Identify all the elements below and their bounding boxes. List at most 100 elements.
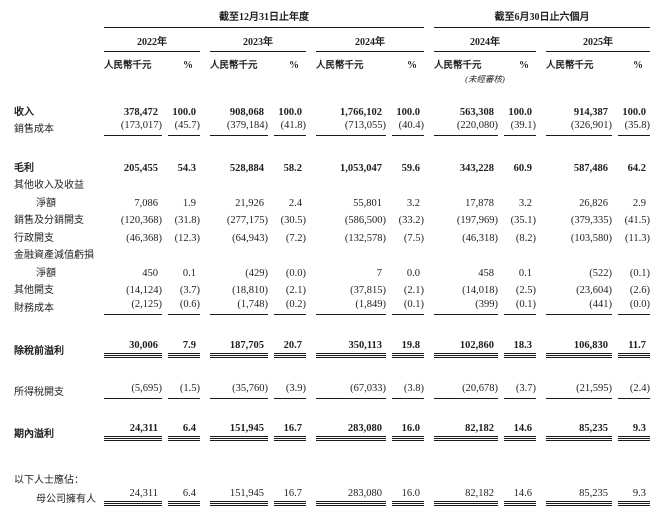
cell-percent: 3.2 (518, 197, 532, 209)
table-row: 以下人士應佔： (14, 469, 660, 487)
row-label: 除稅前溢利 (14, 346, 64, 357)
cell-value: (326,901) (546, 119, 612, 136)
cell-percent: 3.2 (406, 197, 420, 209)
cell-value: 82,182 (434, 487, 498, 506)
table-row: 銷售成本 (173,017) (45.7) (379,184) (41.8) (713,0… (14, 119, 660, 136)
cell-value: (103,580) (570, 232, 612, 244)
cell-percent: 100.0 (622, 106, 646, 118)
cell-percent: 18.3 (504, 339, 536, 358)
cell-percent: 16.0 (392, 487, 424, 506)
cell-percent: (0.6) (168, 298, 200, 315)
cell-value: 283,080 (316, 422, 386, 441)
table-row: 所得稅開支 (5,695) (1.5) (35,760) (3.9) (67,033) (3… (14, 381, 660, 399)
cell-percent: (2.1) (403, 285, 424, 296)
cell-value: (14,018) (462, 285, 498, 296)
cell-percent: (30.5) (280, 215, 306, 226)
cell-value: 55,801 (353, 197, 382, 209)
cell-value: (35,760) (210, 382, 268, 399)
cell-percent: (0.1) (504, 298, 536, 315)
cell-percent: 100.0 (508, 106, 532, 118)
cell-value: (37,815) (350, 285, 386, 296)
percent-label: % (183, 60, 193, 71)
cell-percent: (39.1) (504, 119, 536, 136)
table-row: 金融資產減值虧損 (14, 245, 660, 263)
cell-value: (21,595) (546, 382, 612, 399)
cell-percent: (3.8) (392, 382, 424, 399)
cell-percent: 2.9 (632, 197, 646, 209)
percent-label: % (407, 60, 417, 71)
cell-value: (399) (434, 298, 498, 315)
cell-value: (441) (546, 298, 612, 315)
cell-percent: 16.0 (392, 422, 424, 441)
cell-percent: 100.0 (172, 106, 196, 118)
cell-value: (20,678) (434, 382, 498, 399)
table-row: 收入 378,472 100.0 908,068 100.0 1,766,102 100.0… (14, 101, 660, 119)
table-row: 其他開支 (14,124) (3.7) (18,810) (2.1) (37,815) (2… (14, 280, 660, 298)
cell-value: 102,860 (434, 339, 498, 358)
cell-value: (713,055) (316, 119, 386, 136)
cell-value: 21,926 (235, 197, 264, 209)
cell-percent: 59.6 (401, 162, 420, 174)
cell-value: 908,068 (229, 106, 264, 118)
cell-value: 151,945 (210, 422, 268, 441)
year-header-2022: 2022年 (104, 33, 200, 52)
unit-label: 人民幣千元 (316, 61, 364, 71)
cell-percent: 58.2 (283, 162, 302, 174)
cell-percent: 1.9 (182, 197, 196, 209)
cell-percent: (41.8) (274, 119, 306, 136)
period-header-annual: 截至12月31日止年度 (104, 8, 424, 28)
cell-value: (429) (245, 267, 268, 279)
unit-label: 人民幣千元 (104, 61, 152, 71)
cell-value: (379,335) (570, 215, 612, 226)
cell-value: (64,943) (232, 232, 268, 244)
table-row: 毛利 205,455 54.3 528,884 58.2 1,053,047 59.6 343… (14, 157, 660, 175)
unit-header-row: 人民幣千元 % 人民幣千元 % 人民幣千元 % 人民幣千元 % 人民幣千元 % (14, 57, 660, 71)
cell-percent: 6.4 (168, 487, 200, 506)
cell-value: 26,826 (579, 197, 608, 209)
cell-percent: (40.4) (392, 119, 424, 136)
cell-percent: 54.3 (177, 162, 196, 174)
cell-percent: (11.3) (625, 232, 650, 244)
table-row: 其他收入及收益 (14, 175, 660, 193)
cell-percent: (0.2) (274, 298, 306, 315)
cell-percent: (3.9) (274, 382, 306, 399)
row-label: 母公司擁有人 (36, 494, 96, 505)
table-row: 淨額 450 0.1 (429) (0.0) 7 0.0 458 0.1 (522) (0.1) (14, 262, 660, 280)
cell-percent: 20.7 (274, 339, 306, 358)
cell-value: (586,500) (344, 215, 386, 226)
period-header-row: 截至12月31日止年度 截至6月30日止六個月 (14, 8, 660, 28)
row-label: 淨額 (36, 197, 56, 209)
cell-value: 587,486 (573, 162, 608, 174)
cell-percent: 16.7 (274, 422, 306, 441)
cell-percent: (35.8) (618, 119, 650, 136)
cell-value: 914,387 (573, 106, 608, 118)
cell-percent: 0.1 (182, 267, 196, 279)
cell-value: 343,228 (459, 162, 494, 174)
cell-value: (5,695) (104, 382, 162, 399)
row-label: 銷售成本 (14, 124, 54, 135)
cell-percent: 11.7 (618, 339, 650, 358)
table-row: 母公司擁有人 24,311 6.4 151,945 16.7 283,080 16.0 82,… (14, 487, 660, 506)
cell-percent: 19.8 (392, 339, 424, 358)
cell-value: (14,124) (126, 285, 162, 296)
cell-percent: 7.9 (168, 339, 200, 358)
cell-percent: (0.0) (285, 267, 306, 279)
cell-percent: (41.5) (624, 215, 650, 226)
row-label: 收入 (14, 106, 34, 118)
cell-percent: (7.2) (285, 232, 306, 244)
row-label: 金融資產減值虧損 (14, 250, 94, 261)
cell-value: 85,235 (546, 487, 612, 506)
cell-value: 205,455 (123, 162, 158, 174)
cell-value: 187,705 (210, 339, 268, 358)
cell-value: (2,125) (104, 298, 162, 315)
cell-percent: 0.1 (518, 267, 532, 279)
cell-percent: (45.7) (168, 119, 200, 136)
table-row: 期內溢利 24,311 6.4 151,945 16.7 283,080 16.0 82,18… (14, 422, 660, 441)
cell-percent: 100.0 (396, 106, 420, 118)
cell-value: 24,311 (104, 487, 162, 506)
row-label: 毛利 (14, 162, 34, 174)
cell-percent: 100.0 (278, 106, 302, 118)
row-label: 其他收入及收益 (14, 180, 84, 191)
cell-value: 458 (478, 267, 494, 279)
